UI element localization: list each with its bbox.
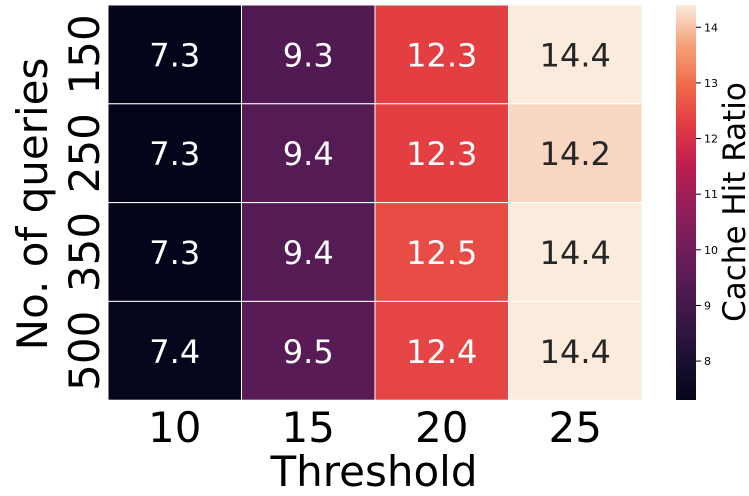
colorbar-ticks: 8 9 10 11 12 13 14	[696, 21, 718, 368]
y-tick-label: 350	[60, 212, 109, 292]
heatmap-cell	[241, 4, 376, 105]
y-axis-label: No. of queries	[8, 58, 57, 351]
heatmap-cell	[374, 4, 509, 105]
cell-value-label: 9.4	[283, 234, 334, 272]
cell-value-label: 9.3	[283, 36, 334, 74]
x-axis-label: Threshold	[270, 447, 478, 496]
cell-value-label: 12.4	[406, 333, 477, 371]
colorbar-tick-label: 9	[704, 299, 711, 312]
heatmap-cell	[508, 4, 643, 105]
colorbar-tick-label: 8	[704, 355, 711, 368]
y-tick-label: 250	[60, 113, 109, 193]
heatmap-cell	[241, 300, 376, 401]
y-tick-labels: 150 250 350 500	[60, 14, 109, 391]
cell-value-label: 14.2	[540, 135, 611, 173]
heatmap-cell	[374, 300, 509, 401]
x-tick-labels: 10 15 20 25	[148, 403, 602, 452]
colorbar-tick-label: 14	[704, 21, 718, 34]
cell-value-label: 12.3	[406, 135, 477, 173]
cell-value-label: 7.3	[149, 234, 200, 272]
cell-value-label: 12.3	[406, 36, 477, 74]
cell-value-label: 7.3	[149, 135, 200, 173]
cell-value-label: 14.4	[540, 234, 611, 272]
heatmap-cell	[508, 103, 643, 204]
heatmap-cell	[107, 300, 242, 401]
cell-value-label: 14.4	[540, 36, 611, 74]
cell-value-label: 9.5	[283, 333, 334, 371]
colorbar	[676, 5, 696, 400]
cell-value-label: 9.4	[283, 135, 334, 173]
colorbar-tick-label: 11	[704, 188, 718, 201]
colorbar-label: Cache Hit Ratio	[717, 82, 749, 322]
cell-value-label: 7.3	[149, 36, 200, 74]
colorbar-tick-label: 13	[704, 77, 718, 90]
cell-value-label: 14.4	[540, 333, 611, 371]
y-tick-label: 500	[60, 311, 109, 391]
colorbar-tick-label: 12	[704, 133, 718, 146]
heatmap-cell	[107, 4, 242, 105]
cell-value-label: 12.5	[406, 234, 477, 272]
y-tick-label: 150	[60, 14, 109, 94]
x-tick-label: 25	[549, 403, 602, 452]
heatmap-cell	[508, 202, 643, 302]
heatmap-cell	[107, 103, 242, 204]
heatmap-cells: 7.3 9.3 12.3 14.4 7.3 9.4 12.3 14.2 7.3 9.4 12.5 14…	[107, 4, 643, 401]
x-tick-label: 15	[282, 403, 335, 452]
cell-value-label: 7.4	[149, 333, 200, 371]
heatmap-cell	[241, 202, 376, 302]
x-tick-label: 10	[148, 403, 201, 452]
x-tick-label: 20	[415, 403, 468, 452]
heatmap-cell	[508, 300, 643, 401]
heatmap-cell	[241, 103, 376, 204]
colorbar-tick-label: 10	[704, 244, 718, 257]
